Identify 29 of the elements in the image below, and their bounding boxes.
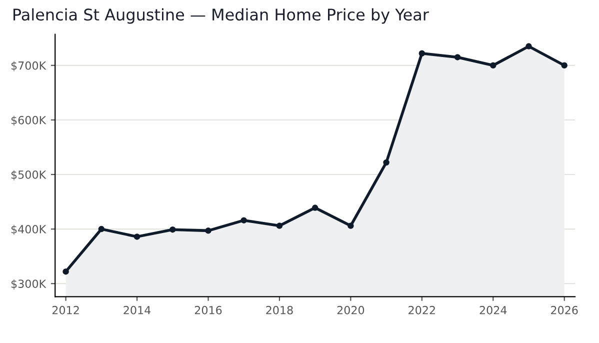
point	[134, 234, 140, 240]
x-tick-label: 2012	[52, 306, 79, 314]
point	[383, 159, 390, 166]
point	[62, 268, 69, 275]
point	[205, 228, 212, 234]
point	[490, 62, 496, 69]
x-tick-label: 2026	[551, 306, 578, 314]
x-tick-label: 2016	[194, 306, 222, 314]
x-tick-label: 2014	[124, 306, 151, 314]
point	[276, 222, 283, 229]
point	[418, 50, 426, 57]
point	[312, 204, 318, 211]
point	[526, 43, 532, 50]
chart-title: Palencia St Augustine — Median Home Price by Year	[14, 8, 429, 24]
point	[561, 62, 568, 69]
x-tick-label: 2020	[337, 306, 364, 314]
point	[454, 54, 461, 60]
x-tick-label: 2018	[266, 306, 293, 314]
y-tick-label: $500K	[11, 170, 46, 180]
y-tick-label: $700K	[11, 61, 46, 72]
point	[98, 226, 105, 232]
point	[240, 217, 247, 224]
y-tick-label: $600K	[11, 116, 46, 126]
point	[170, 226, 176, 233]
x-tick-label: 2024	[480, 306, 507, 314]
y-tick-label: $400K	[11, 224, 46, 235]
point	[348, 222, 354, 229]
x-tick-label: 2022	[408, 306, 435, 314]
y-tick-label: $300K	[11, 279, 46, 290]
